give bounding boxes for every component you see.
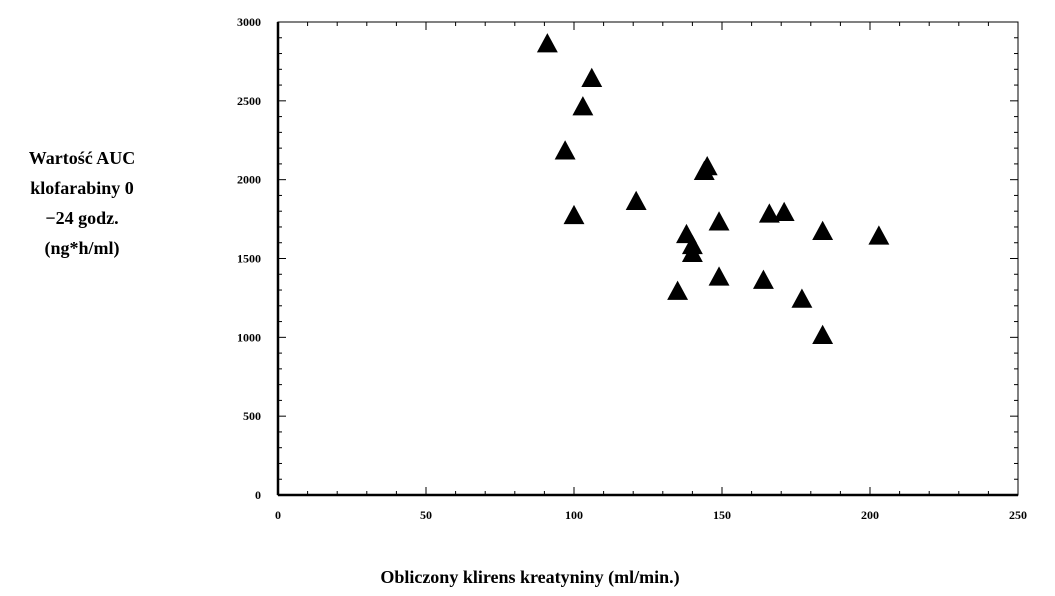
data-point xyxy=(681,242,703,263)
plot-frame xyxy=(277,21,1019,496)
data-point xyxy=(868,225,890,245)
y-axis-label: Wartość AUC klofarabiny 0 −24 godz. (ng*h/m… xyxy=(29,148,136,259)
y-tick-label: 2500 xyxy=(237,94,261,108)
y-axis-label-line: Wartość AUC xyxy=(29,148,136,168)
data-point xyxy=(708,266,730,286)
data-point xyxy=(812,220,834,240)
data-point xyxy=(536,33,558,53)
data-point xyxy=(625,190,647,210)
y-tick-label: 500 xyxy=(243,409,261,423)
data-point xyxy=(667,280,689,300)
x-axis-ticks: 0 50 100 150 200 250 xyxy=(275,22,1027,522)
data-point xyxy=(791,288,813,308)
y-tick-label: 3000 xyxy=(237,15,261,29)
x-tick-label: 0 xyxy=(275,508,281,522)
x-tick-label: 250 xyxy=(1009,508,1027,522)
data-point xyxy=(554,140,576,160)
y-tick-label: 1000 xyxy=(237,330,261,344)
data-point xyxy=(572,96,594,116)
data-points xyxy=(536,33,890,345)
data-point xyxy=(758,203,780,223)
axes xyxy=(276,21,1019,497)
x-tick-label: 150 xyxy=(713,508,731,522)
y-axis-label-line: −24 godz. xyxy=(45,208,118,228)
data-point xyxy=(708,211,730,231)
data-point xyxy=(581,67,603,88)
y-axis-ticks: 0 500 1000 1500 2000 2500 3000 xyxy=(237,15,1018,502)
y-tick-label: 0 xyxy=(255,488,261,502)
x-tick-label: 200 xyxy=(861,508,879,522)
data-point xyxy=(563,204,585,225)
data-point xyxy=(773,201,795,222)
x-tick-label: 50 xyxy=(420,508,432,522)
y-axis-label-line: (ng*h/ml) xyxy=(44,238,119,259)
data-point xyxy=(693,160,715,181)
x-tick-label: 100 xyxy=(565,508,583,522)
y-tick-label: 1500 xyxy=(237,252,261,266)
y-tick-label: 2000 xyxy=(237,173,261,187)
y-axis-label-line: klofarabiny 0 xyxy=(30,178,134,198)
data-point xyxy=(812,324,834,345)
data-point xyxy=(752,269,774,289)
x-axis-label: Obliczony klirens kreatyniny (ml/min.) xyxy=(380,567,679,588)
